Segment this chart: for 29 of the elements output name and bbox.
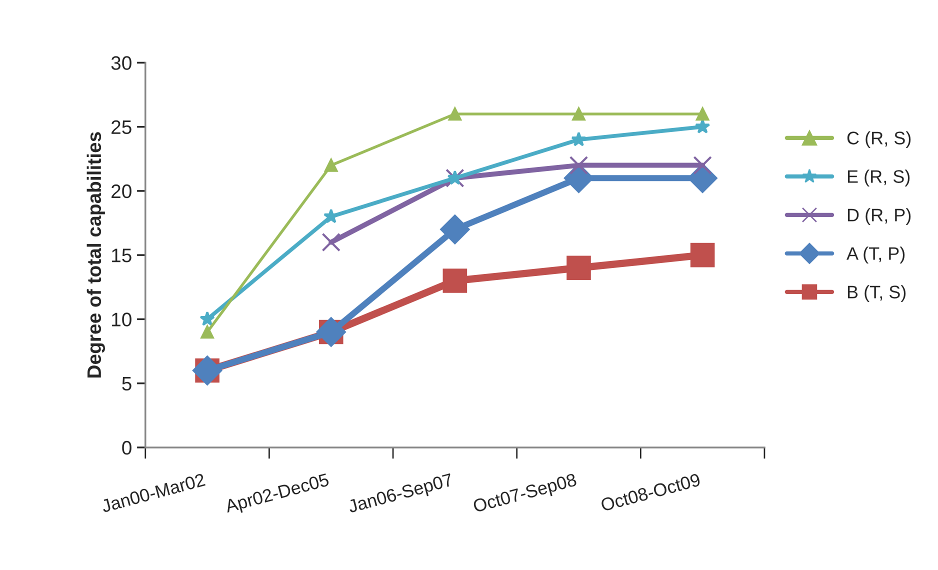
point (200, 311, 215, 326)
legend-label: B (T, S) (848, 285, 906, 302)
point (572, 107, 586, 121)
point (442, 268, 468, 293)
y-tick-label: 0 (122, 440, 132, 455)
y-tick-label: 30 (111, 56, 132, 70)
point (694, 118, 710, 134)
point (440, 214, 470, 244)
y-tick-label: 15 (112, 248, 132, 262)
y-tick-label: 20 (112, 184, 132, 198)
point (690, 242, 715, 268)
legend-label: E (R, S) (848, 170, 910, 187)
point (446, 168, 464, 188)
y-tick-label: 25 (112, 120, 132, 134)
point (569, 156, 588, 175)
point (200, 325, 214, 339)
point (322, 232, 340, 252)
point (448, 107, 462, 121)
y-tick-label: 5 (122, 376, 132, 391)
legend-label: A (T, P) (846, 246, 905, 264)
y-tick-label: 10 (112, 312, 132, 326)
point (696, 107, 710, 121)
point (693, 156, 712, 175)
y-axis-title: Degree of total capabilities (86, 132, 106, 378)
legend-label: C (R, S) (847, 131, 911, 148)
point (571, 132, 586, 146)
legend-label: D (R, P) (848, 208, 911, 226)
point (566, 256, 591, 280)
point (324, 158, 338, 172)
